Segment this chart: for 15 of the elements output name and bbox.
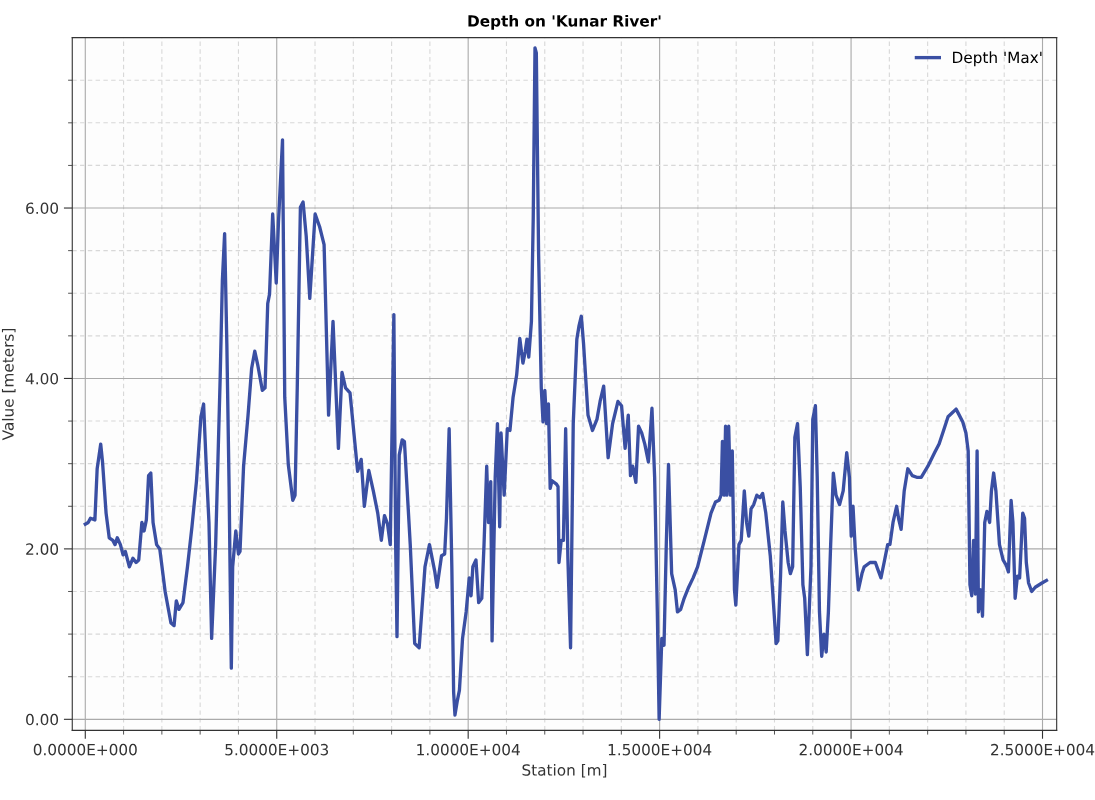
legend-label: Depth 'Max' — [953, 51, 1042, 67]
y-tick-label: 2.00 — [26, 543, 59, 555]
x-tick-label: 2.0000E+004 — [799, 743, 903, 756]
y-tick-label: 0.00 — [26, 713, 59, 726]
y-tick-label: 4.00 — [25, 372, 59, 385]
x-tick-label: 0.0000E+000 — [33, 743, 137, 756]
x-tick-label: 1.0000E+004 — [417, 743, 520, 756]
y-axis-title: Value [meters] — [1, 328, 16, 441]
y-tick-label: 6.00 — [26, 202, 59, 215]
line-series — [83, 46, 1049, 721]
x-tick-label: 2.5000E+004 — [991, 743, 1095, 756]
x-tick-label: 5.0000E+003 — [225, 743, 329, 756]
x-tick-label: 1.5000E+004 — [608, 743, 712, 756]
x-axis-title: Station [m] — [522, 763, 607, 778]
chart-title: Depth on 'Kunar River' — [468, 14, 661, 30]
